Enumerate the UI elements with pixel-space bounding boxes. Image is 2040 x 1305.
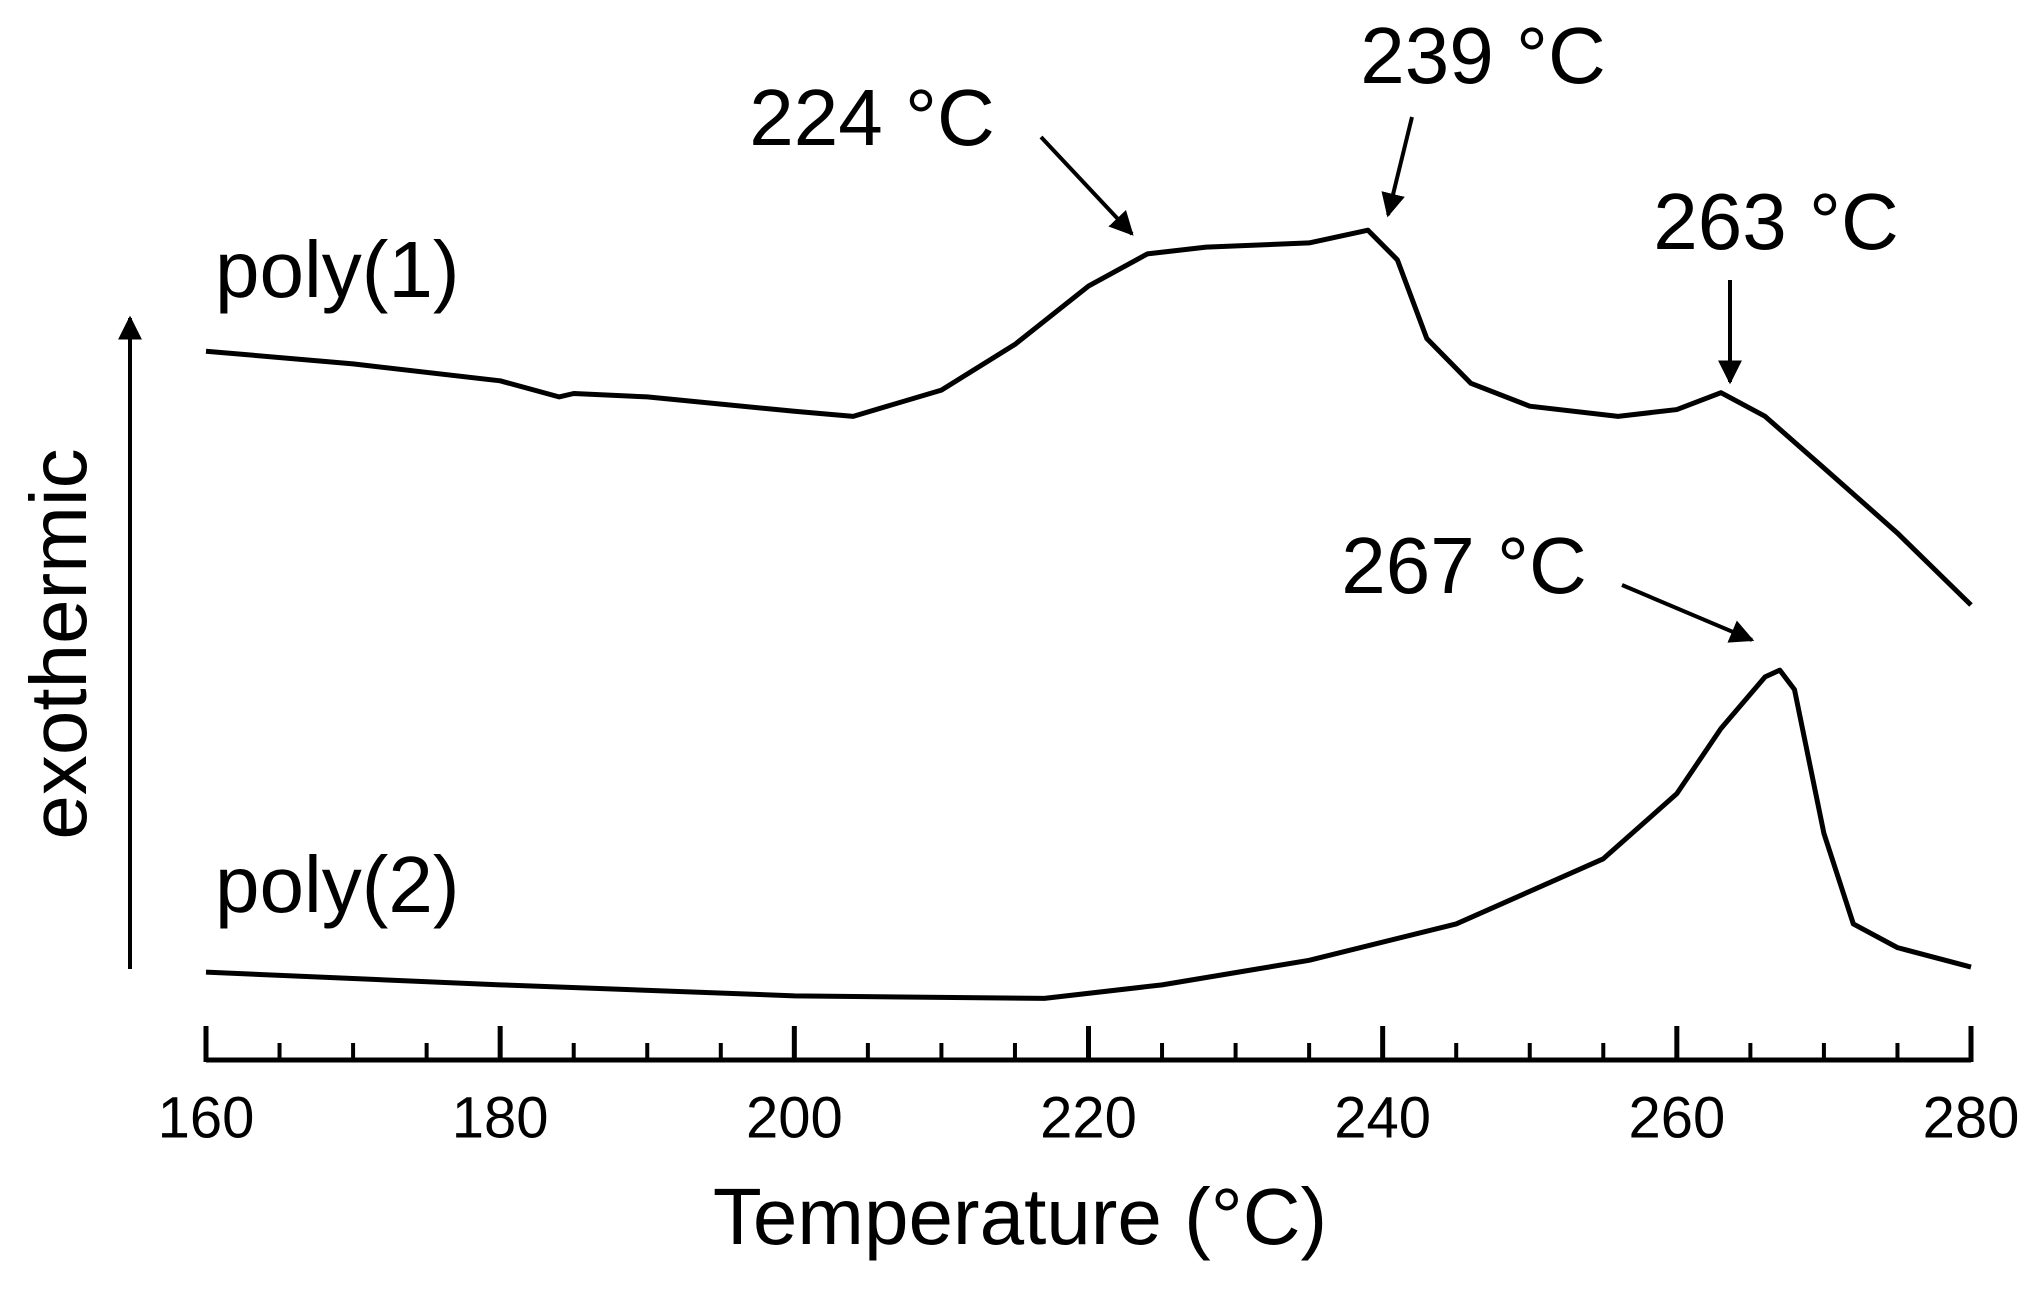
x-tick-label: 280 [1923,1085,2020,1150]
x-tick-label: 200 [746,1085,843,1150]
y-axis-label: exothermic [14,448,103,839]
series-label: poly(2) [215,840,460,929]
series-label: poly(1) [215,225,460,314]
annotation: 267 °C [1341,521,1586,610]
x-tick-label: 260 [1628,1085,1725,1150]
annotation: 239 °C [1360,11,1605,100]
annotation-arrow [1621,583,1755,643]
x-tick-label: 220 [1040,1085,1137,1150]
annotation-arrow [1039,135,1134,236]
series-line [205,667,1972,1001]
annotation-arrow [1381,116,1414,218]
x-tick-label: 180 [452,1085,549,1150]
x-tick-label: 240 [1334,1085,1431,1150]
series-line [205,227,1973,607]
annotation: 263 °C [1653,177,1898,266]
annotation: 224 °C [749,73,994,162]
x-tick-label: 160 [158,1085,255,1150]
x-axis-label: Temperature (°C) [713,1172,1327,1261]
